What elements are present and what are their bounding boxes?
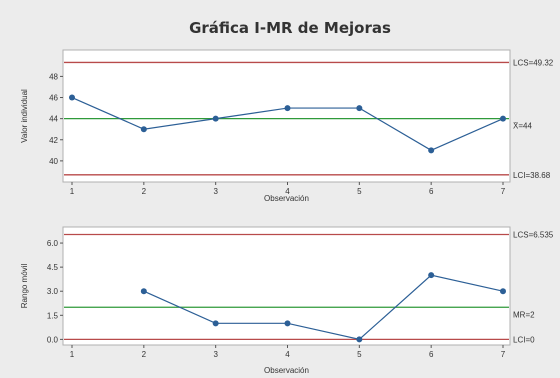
panel-moving-range-y-tick-label: 1.5 (47, 311, 59, 320)
panel-moving-range-data-point (212, 320, 219, 327)
panel-individual-y-axis-title: Valor individual (20, 89, 29, 143)
panel-individual-y-tick-label: 48 (49, 72, 58, 81)
panel-moving-range-plot-area (62, 226, 511, 346)
panel-individual-x-axis-title: Observación (264, 194, 309, 203)
panel-individual-data-point (428, 147, 435, 154)
panel-moving-range-data-point (356, 336, 363, 343)
panel-individual-y-tick-label: 40 (49, 157, 58, 166)
panel-individual-x-tick-label: 5 (357, 187, 362, 196)
panel-moving-range-x-tick-label: 3 (213, 350, 218, 359)
panel-moving-range-data-point (500, 288, 506, 295)
panel-individual-data-point (500, 115, 506, 122)
panel-moving-range-center-label: MR=2 (513, 310, 535, 319)
panel-individual-y-tick-label: 44 (49, 115, 58, 124)
panel-moving-range-y-tick-label: 3.0 (47, 287, 59, 296)
panel-individual-data-point (284, 105, 291, 112)
panel-individual-data-point (69, 94, 75, 101)
panel-individual-x-tick-label: 1 (70, 187, 75, 196)
panel-individual-x-tick-label: 2 (142, 187, 147, 196)
panel-moving-range-ucl-label: LCS=6.535 (513, 230, 554, 239)
panel-moving-range-y-tick-label: 4.5 (47, 263, 59, 272)
panel-moving-range-y-tick-label: 6.0 (47, 239, 59, 248)
chart-title: Gráfica I-MR de Mejoras (189, 19, 391, 37)
panel-individual-y-tick-label: 42 (49, 136, 58, 145)
panel-moving-range-lcl-label: LCI=0 (513, 335, 535, 344)
panel-individual-plot-area (62, 49, 511, 183)
panel-moving-range-x-axis-title: Observación (264, 366, 309, 375)
panel-individual-y-tick-label: 46 (49, 94, 58, 103)
panel-individual-lcl-label: LCI=38.68 (513, 171, 551, 180)
panel-moving-range-x-tick-label: 1 (70, 350, 75, 359)
panel-individual-data-point (356, 105, 363, 112)
panel-moving-range-y-axis-title: Rango móvil (20, 264, 29, 309)
panel-individual-x-tick-label: 3 (213, 187, 218, 196)
panel-individual-ucl-label: LCS=49.32 (513, 58, 554, 67)
panel-moving-range-data-point (140, 288, 147, 295)
panel-individual-x-tick-label: 6 (429, 187, 434, 196)
panel-moving-range-x-tick-label: 7 (501, 350, 506, 359)
panel-moving-range-data-point (428, 272, 435, 279)
panel-moving-range-series-line (143, 274, 504, 341)
panel-moving-range-x-tick-label: 2 (142, 350, 147, 359)
panel-individual-data-point (140, 126, 147, 133)
panel-individual-center-label: X̄=44 (513, 122, 532, 131)
panel-moving-range-x-tick-label: 4 (285, 350, 290, 359)
panel-moving-range-y-tick-label: 0.0 (47, 335, 59, 344)
panel-moving-range-data-point (284, 320, 291, 327)
panel-moving-range-x-tick-label: 5 (357, 350, 362, 359)
panel-individual-x-tick-label: 7 (501, 187, 506, 196)
panel-moving-range-x-tick-label: 6 (429, 350, 434, 359)
panel-individual-data-point (212, 115, 219, 122)
panel-individual-x-tick-label: 4 (285, 187, 290, 196)
